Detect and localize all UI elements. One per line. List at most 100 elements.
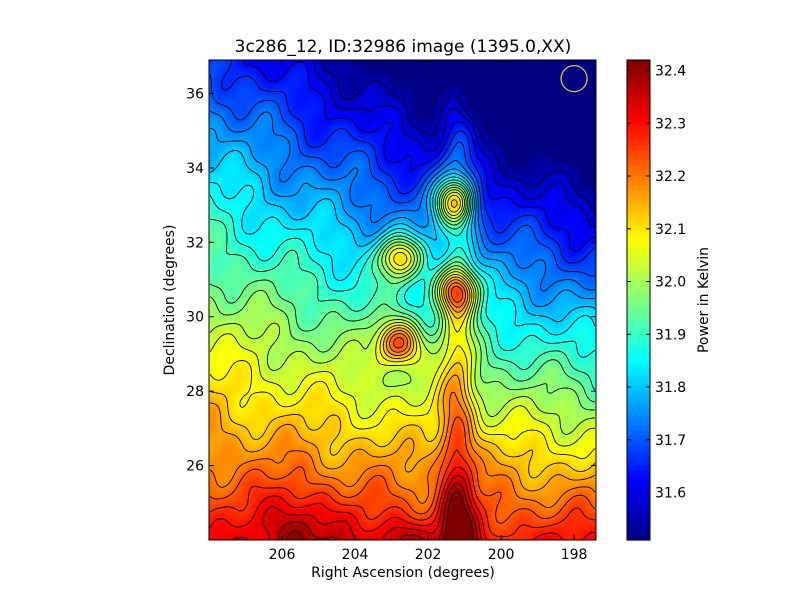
colorbar-band	[627, 255, 650, 261]
x-tick-label: 202	[415, 547, 442, 563]
colorbar-tick-label: 31.9	[655, 327, 686, 343]
colorbar-band	[627, 465, 650, 471]
colorbar-band	[627, 250, 650, 256]
colorbar-band	[627, 535, 650, 541]
colorbar-band	[627, 90, 650, 96]
colorbar-gradient	[627, 60, 650, 541]
colorbar-band	[627, 115, 650, 121]
colorbar-band	[627, 325, 650, 331]
colorbar-band	[627, 235, 650, 241]
colorbar-band	[627, 495, 650, 501]
colorbar-band	[627, 410, 650, 416]
colorbar-band	[627, 435, 650, 441]
colorbar-band	[627, 320, 650, 326]
colorbar-band	[627, 400, 650, 406]
contour-level-17	[210, 279, 596, 492]
colorbar-band	[627, 515, 650, 521]
colorbar-band	[627, 150, 650, 156]
colorbar-band	[627, 365, 650, 371]
colorbar-band	[627, 445, 650, 451]
contour-level-3	[221, 61, 596, 264]
beam-circle	[560, 64, 588, 93]
colorbar-band	[627, 290, 650, 296]
colorbar-band	[627, 305, 650, 311]
plot-area: 206 204 202 200 198 26 28 30 32 34 36	[186, 59, 597, 563]
colorbar-band	[627, 425, 650, 431]
chart-title: 3c286_12, ID:32986 image (1395.0,XX)	[235, 37, 572, 57]
contour-level-4	[209, 74, 595, 277]
colorbar-band	[627, 205, 650, 211]
colorbar-band	[627, 225, 650, 231]
contour-level-16	[210, 199, 596, 479]
colorbar-band	[627, 480, 650, 486]
colorbar-band	[627, 285, 650, 291]
contour-level-2	[242, 60, 595, 252]
x-axis-label: Right Ascension (degrees)	[311, 565, 495, 581]
colorbar-band	[627, 430, 650, 436]
colorbar-band	[627, 335, 650, 341]
heatmap-image	[209, 60, 596, 540]
colorbar-band	[627, 175, 650, 181]
y-tick-label: 30	[186, 310, 204, 326]
colorbar-band	[627, 240, 650, 246]
x-tick-label: 200	[488, 547, 515, 563]
colorbar-band	[627, 245, 650, 251]
colorbar-band	[627, 420, 650, 426]
colorbar-band	[627, 500, 650, 506]
colorbar-band	[627, 530, 650, 536]
x-ticks: 206 204 202 200 198	[269, 60, 588, 563]
contour-lines	[209, 60, 596, 540]
y-tick-label: 36	[186, 86, 204, 102]
colorbar-tick-label: 32.1	[655, 222, 686, 238]
colorbar-band	[627, 370, 650, 376]
colorbar-tick-label: 32.2	[655, 169, 686, 185]
colorbar-band	[627, 280, 650, 286]
y-tick-label: 34	[186, 161, 204, 177]
colorbar-ticks: 31.6 31.7 31.8 31.9 32.0 32.1 32.2 32.3 32.4	[627, 64, 686, 502]
colorbar-band	[627, 375, 650, 381]
colorbar-band	[627, 80, 650, 86]
plot-frame	[208, 59, 597, 541]
colorbar-band	[627, 510, 650, 516]
colorbar-band	[627, 180, 650, 186]
colorbar-band	[627, 520, 650, 526]
contour-level-19	[209, 285, 596, 524]
contour-level-21	[209, 466, 595, 540]
colorbar-band	[627, 385, 650, 391]
colorbar-band	[627, 330, 650, 336]
x-tick-label: 198	[561, 547, 588, 563]
colorbar-band	[627, 340, 650, 346]
contour-level-8	[210, 176, 596, 336]
colorbar-band	[627, 60, 650, 66]
contour-level-12	[209, 186, 595, 411]
colorbar-band	[627, 75, 650, 81]
contour-level-24	[285, 491, 474, 539]
colorbar-band	[627, 70, 650, 76]
colorbar-band	[627, 260, 650, 266]
colorbar-band	[627, 85, 650, 91]
colorbar-tick-label: 31.6	[655, 486, 686, 502]
colorbar-band	[627, 345, 650, 351]
colorbar-band	[627, 475, 650, 481]
colorbar-band	[627, 270, 650, 276]
colorbar-band	[627, 210, 650, 216]
colorbar-band	[627, 315, 650, 321]
colorbar-band	[627, 525, 650, 531]
contour-level-1	[313, 61, 595, 228]
y-tick-label: 26	[186, 459, 204, 475]
colorbar-band	[627, 275, 650, 281]
colorbar-band	[627, 405, 650, 411]
contour-level-0	[322, 61, 596, 214]
y-axis-label: Declination (degrees)	[162, 225, 178, 376]
colorbar-tick-label: 32.4	[655, 64, 686, 80]
colorbar-label: Power in Kelvin	[696, 247, 712, 353]
colorbar-band	[627, 110, 650, 116]
colorbar-band	[627, 95, 650, 101]
colorbar-band	[627, 195, 650, 201]
colorbar-band	[627, 65, 650, 71]
colorbar-band	[627, 105, 650, 111]
colorbar-band	[627, 145, 650, 151]
y-ticks: 26 28 30 32 34 36	[186, 86, 596, 475]
colorbar-band	[627, 185, 650, 191]
